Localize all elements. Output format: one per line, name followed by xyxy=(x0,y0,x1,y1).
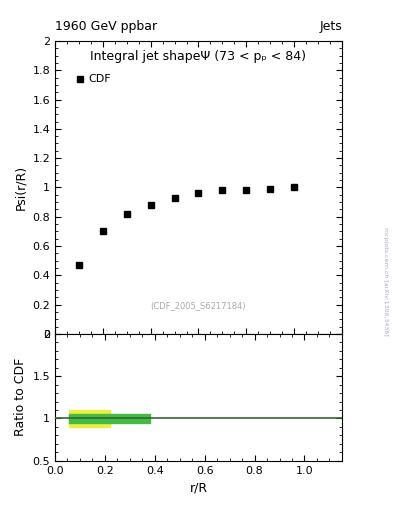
Text: Jets: Jets xyxy=(319,20,342,33)
CDF xyxy=(172,195,177,201)
CDF xyxy=(268,186,273,192)
CDF xyxy=(292,184,296,190)
Text: 1960 GeV ppbar: 1960 GeV ppbar xyxy=(55,20,157,33)
CDF xyxy=(101,228,105,234)
Legend: CDF: CDF xyxy=(72,70,116,89)
Y-axis label: Ratio to CDF: Ratio to CDF xyxy=(14,358,27,436)
CDF xyxy=(196,190,201,196)
Line: CDF: CDF xyxy=(75,184,298,268)
CDF xyxy=(244,186,249,193)
X-axis label: r/R: r/R xyxy=(189,481,208,494)
Text: (CDF_2005_S6217184): (CDF_2005_S6217184) xyxy=(151,302,246,310)
CDF xyxy=(77,262,81,268)
Text: mcplots.cern.ch [arXiv:1306.3436]: mcplots.cern.ch [arXiv:1306.3436] xyxy=(383,227,387,336)
Y-axis label: Psi(r/R): Psi(r/R) xyxy=(14,165,27,210)
CDF xyxy=(220,187,225,194)
CDF xyxy=(148,202,153,208)
Text: Integral jet shapeΨ (73 < pₚ < 84): Integral jet shapeΨ (73 < pₚ < 84) xyxy=(90,50,307,63)
CDF xyxy=(125,211,129,217)
